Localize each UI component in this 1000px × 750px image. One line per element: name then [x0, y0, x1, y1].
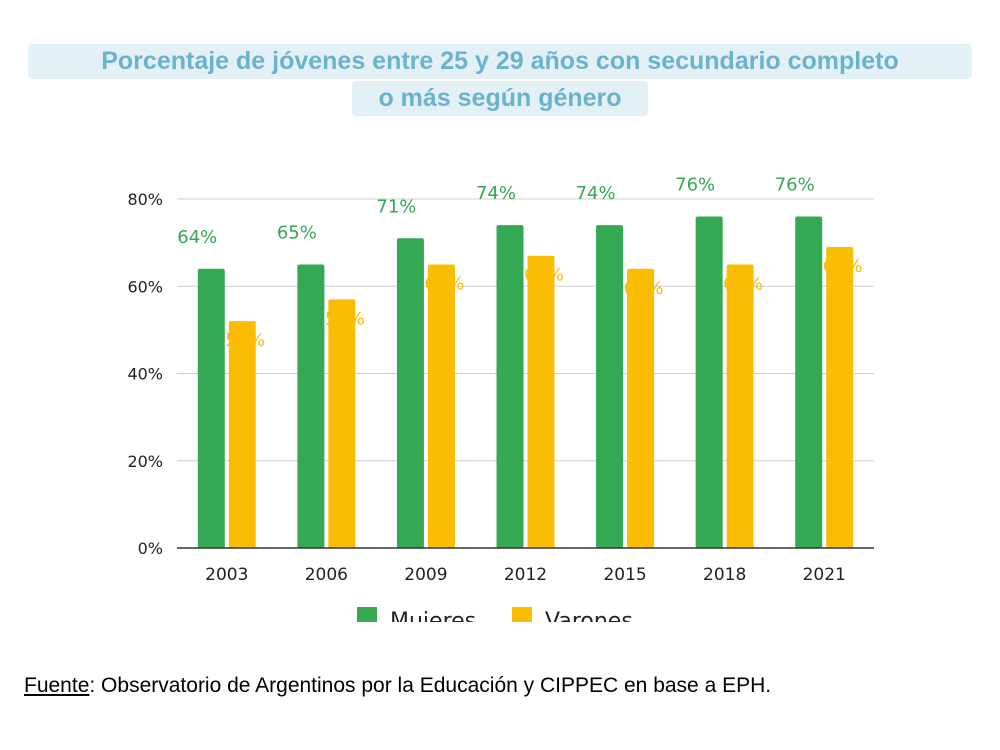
data-label-mujeres: 65% [277, 222, 317, 243]
y-tick-label: 20% [127, 452, 163, 471]
data-label-varones: 52% [225, 330, 265, 351]
bar-mujeres [197, 268, 225, 548]
x-tick-label: 2015 [603, 565, 646, 585]
bar-varones [726, 264, 754, 548]
data-label-mujeres: 64% [177, 227, 217, 248]
legend-swatch-varones [512, 607, 532, 622]
y-tick-label: 60% [127, 277, 163, 296]
data-label-varones: 67% [524, 265, 564, 286]
chart-title-line-2: o más según género [352, 81, 648, 116]
data-label-varones: 64% [624, 278, 664, 299]
bar-mujeres [297, 264, 325, 548]
x-tick-label: 2003 [205, 565, 248, 585]
data-label-mujeres: 76% [675, 174, 715, 195]
bar-mujeres [396, 238, 424, 548]
source-note: Fuente: Observatorio de Argentinos por l… [24, 674, 771, 698]
data-label-mujeres: 76% [775, 174, 815, 195]
source-text: : Observatorio de Argentinos por la Educ… [89, 674, 772, 697]
data-label-mujeres: 74% [576, 183, 616, 204]
data-label-varones: 65% [424, 273, 464, 294]
bar-mujeres [695, 216, 723, 548]
bar-mujeres [795, 216, 823, 548]
legend-swatch-mujeres [357, 607, 377, 622]
bar-varones [527, 255, 555, 548]
legend-label-varones: Varones [545, 609, 633, 634]
data-label-varones: 69% [823, 256, 863, 277]
data-label-mujeres: 74% [476, 183, 516, 204]
chart-title-line-1: Porcentaje de jóvenes entre 25 y 29 años… [28, 44, 972, 79]
y-tick-label: 40% [127, 365, 163, 384]
y-tick-label: 80% [127, 190, 163, 209]
bar-mujeres [596, 225, 624, 549]
bar-varones [826, 246, 854, 549]
data-label-varones: 57% [325, 308, 365, 329]
data-label-mujeres: 71% [376, 196, 416, 217]
x-tick-label: 2006 [305, 565, 348, 585]
bar-varones [627, 268, 655, 548]
y-tick-label: 0% [138, 539, 163, 558]
data-label-varones: 65% [723, 273, 763, 294]
legend-label-mujeres: Mujeres [390, 609, 476, 634]
bar-varones [427, 264, 455, 548]
bar-varones [328, 299, 356, 548]
source-label: Fuente [24, 674, 90, 697]
x-tick-label: 2018 [703, 565, 746, 585]
x-tick-label: 2021 [803, 565, 846, 585]
x-tick-label: 2009 [404, 565, 447, 585]
bar-varones [228, 321, 256, 548]
bar-mujeres [496, 225, 524, 549]
x-tick-label: 2012 [504, 565, 547, 585]
